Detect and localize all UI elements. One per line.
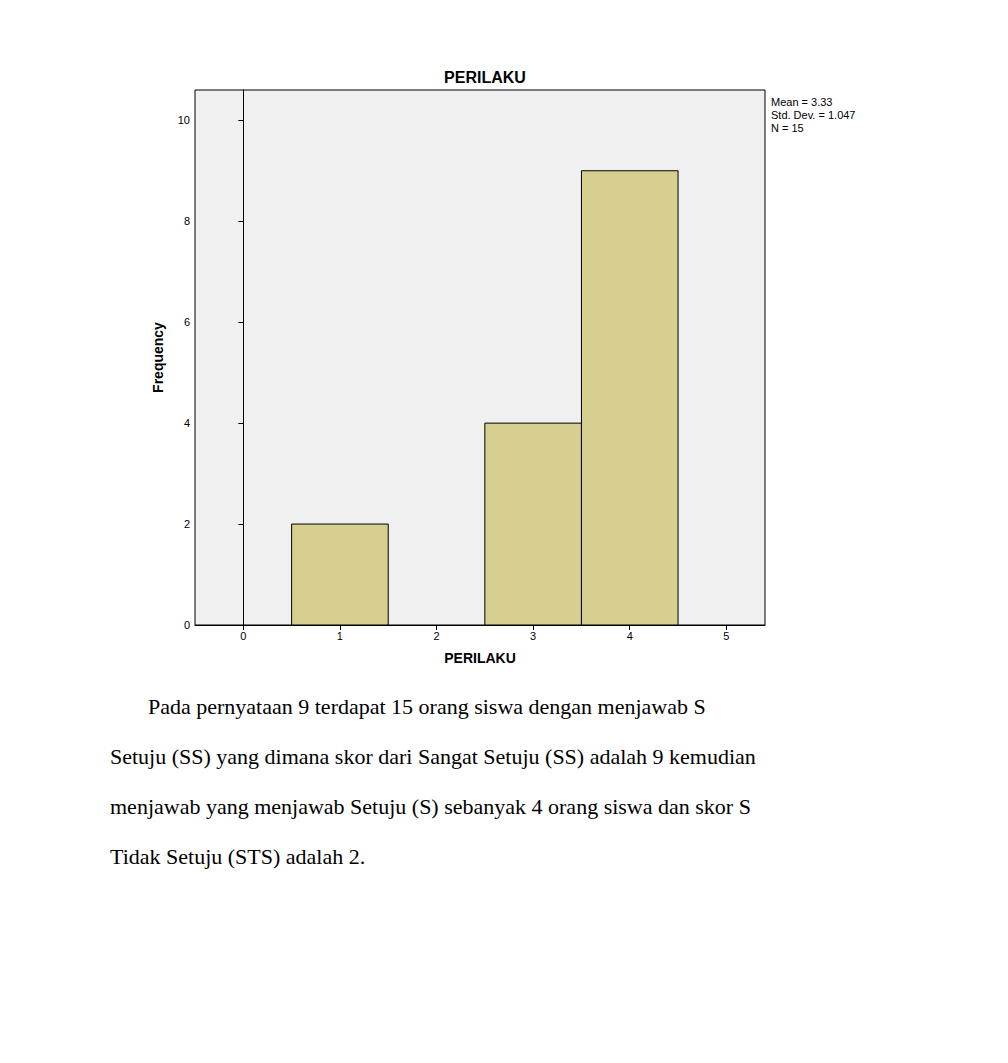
svg-text:2: 2 bbox=[433, 630, 439, 642]
html-text:menjawab yang menjawab Setuju: menjawab yang menjawab Setuju (S) sebany… bbox=[110, 794, 751, 819]
svg-text:Frequency: Frequency bbox=[150, 322, 166, 393]
html-text:Setuju (SS) yang dimana skor d: Setuju (SS) yang dimana skor dari Sangat… bbox=[110, 744, 756, 769]
svg-text:5: 5 bbox=[723, 630, 729, 642]
svg-text:N = 15: N = 15 bbox=[771, 122, 804, 134]
html-text:Tidak Setuju (STS) adalah 2.: Tidak Setuju (STS) adalah 2. bbox=[110, 844, 366, 869]
svg-text:Mean = 3.33: Mean = 3.33 bbox=[771, 96, 832, 108]
svg-text:8: 8 bbox=[184, 215, 190, 227]
svg-text:2: 2 bbox=[184, 518, 190, 530]
svg-text:PERILAKU: PERILAKU bbox=[444, 69, 526, 86]
svg-text:10: 10 bbox=[178, 114, 190, 126]
svg-text:PERILAKU: PERILAKU bbox=[444, 650, 516, 666]
html-text:Pada pernyataan 9 terdapat 15: Pada pernyataan 9 terdapat 15 orang sisw… bbox=[148, 694, 706, 719]
svg-text:0: 0 bbox=[184, 619, 190, 631]
svg-text:6: 6 bbox=[184, 316, 190, 328]
svg-text:0: 0 bbox=[240, 630, 246, 642]
svg-text:Std. Dev. = 1.047: Std. Dev. = 1.047 bbox=[771, 109, 856, 121]
svg-text:4: 4 bbox=[184, 417, 190, 429]
svg-text:4: 4 bbox=[627, 630, 633, 642]
svg-text:3: 3 bbox=[530, 630, 536, 642]
svg-text:1: 1 bbox=[337, 630, 343, 642]
